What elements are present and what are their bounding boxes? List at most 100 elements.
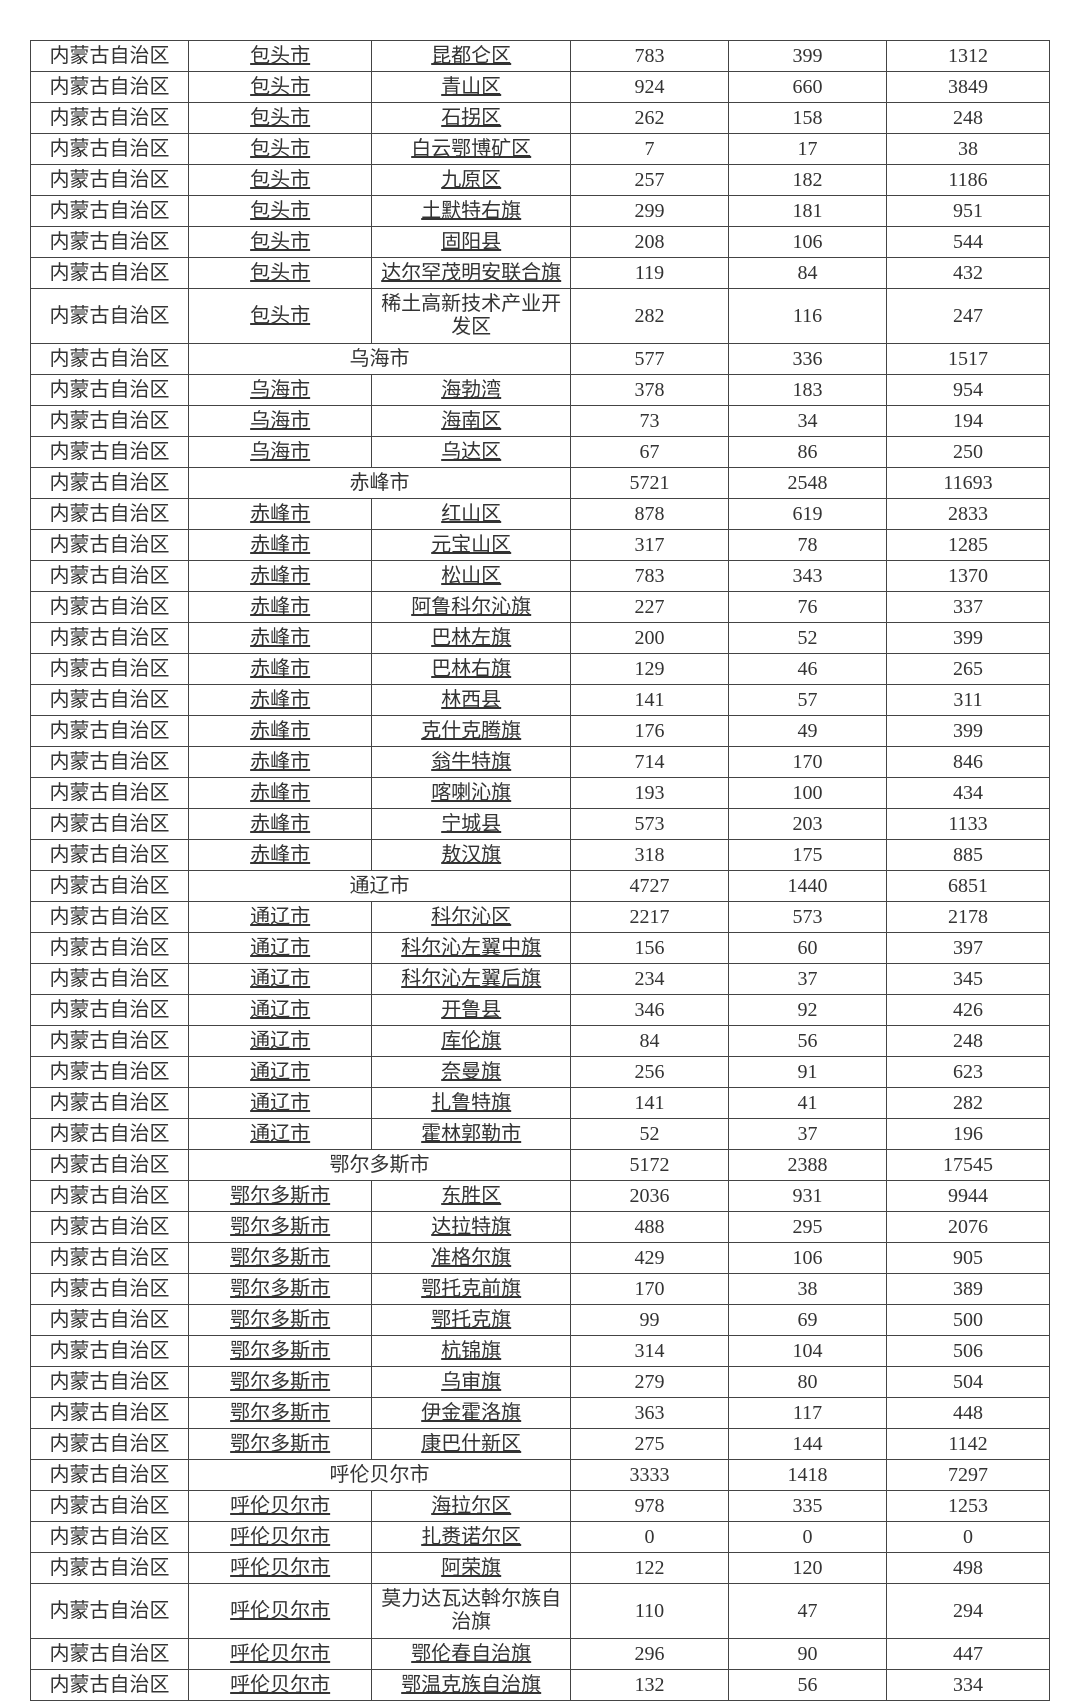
city-cell[interactable]: 乌海市 — [188, 437, 371, 468]
district-cell[interactable]: 东胜区 — [372, 1181, 571, 1212]
city-cell[interactable]: 鄂尔多斯市 — [188, 1305, 371, 1336]
district-cell[interactable]: 固阳县 — [372, 227, 571, 258]
city-cell[interactable]: 包头市 — [188, 103, 371, 134]
city-cell[interactable]: 赤峰市 — [188, 809, 371, 840]
district-cell[interactable]: 巴林左旗 — [372, 623, 571, 654]
city-cell[interactable]: 赤峰市 — [188, 840, 371, 871]
city-cell[interactable]: 鄂尔多斯市 — [188, 1367, 371, 1398]
city-cell[interactable]: 通辽市 — [188, 902, 371, 933]
city-cell[interactable]: 通辽市 — [188, 995, 371, 1026]
city-cell[interactable]: 赤峰市 — [188, 592, 371, 623]
city-cell[interactable]: 赤峰市 — [188, 499, 371, 530]
city-cell[interactable]: 通辽市 — [188, 1088, 371, 1119]
district-cell[interactable]: 翁牛特旗 — [372, 747, 571, 778]
city-cell[interactable]: 赤峰市 — [188, 654, 371, 685]
city-cell[interactable]: 赤峰市 — [188, 685, 371, 716]
district-cell[interactable]: 伊金霍洛旗 — [372, 1398, 571, 1429]
value-cell-1: 0 — [571, 1522, 729, 1553]
city-cell[interactable]: 呼伦贝尔市 — [188, 1584, 371, 1639]
district-cell[interactable]: 昆都仑区 — [372, 41, 571, 72]
city-cell[interactable]: 呼伦贝尔市 — [188, 1553, 371, 1584]
district-cell[interactable]: 宁城县 — [372, 809, 571, 840]
district-cell[interactable]: 鄂托克旗 — [372, 1305, 571, 1336]
district-cell[interactable]: 青山区 — [372, 72, 571, 103]
city-cell[interactable]: 赤峰市 — [188, 747, 371, 778]
city-cell[interactable]: 鄂尔多斯市 — [188, 1398, 371, 1429]
district-cell[interactable]: 稀土高新技术产业开发区 — [372, 289, 571, 344]
district-cell[interactable]: 科尔沁左翼中旗 — [372, 933, 571, 964]
city-cell[interactable]: 鄂尔多斯市 — [188, 1429, 371, 1460]
city-cell[interactable]: 鄂尔多斯市 — [188, 1336, 371, 1367]
district-cell[interactable]: 海拉尔区 — [372, 1491, 571, 1522]
district-cell[interactable]: 白云鄂博矿区 — [372, 134, 571, 165]
city-cell[interactable]: 包头市 — [188, 289, 371, 344]
city-cell[interactable]: 赤峰市 — [188, 716, 371, 747]
province-cell: 内蒙古自治区 — [31, 685, 189, 716]
district-cell[interactable]: 准格尔旗 — [372, 1243, 571, 1274]
district-cell[interactable]: 库伦旗 — [372, 1026, 571, 1057]
district-cell[interactable]: 达尔罕茂明安联合旗 — [372, 258, 571, 289]
city-cell[interactable]: 包头市 — [188, 165, 371, 196]
city-cell[interactable]: 包头市 — [188, 41, 371, 72]
city-cell[interactable]: 呼伦贝尔市 — [188, 1491, 371, 1522]
district-cell[interactable]: 海南区 — [372, 406, 571, 437]
city-cell[interactable]: 鄂尔多斯市 — [188, 1212, 371, 1243]
district-cell[interactable]: 科尔沁左翼后旗 — [372, 964, 571, 995]
district-cell[interactable]: 阿鲁科尔沁旗 — [372, 592, 571, 623]
district-cell[interactable]: 松山区 — [372, 561, 571, 592]
district-cell[interactable]: 扎赉诺尔区 — [372, 1522, 571, 1553]
value-cell-1: 170 — [571, 1274, 729, 1305]
district-cell[interactable]: 乌审旗 — [372, 1367, 571, 1398]
city-cell[interactable]: 赤峰市 — [188, 623, 371, 654]
district-cell[interactable]: 杭锦旗 — [372, 1336, 571, 1367]
city-cell[interactable]: 通辽市 — [188, 1026, 371, 1057]
city-cell[interactable]: 鄂尔多斯市 — [188, 1274, 371, 1305]
district-cell[interactable]: 石拐区 — [372, 103, 571, 134]
district-cell[interactable]: 敖汉旗 — [372, 840, 571, 871]
district-cell[interactable]: 鄂托克前旗 — [372, 1274, 571, 1305]
district-cell[interactable]: 元宝山区 — [372, 530, 571, 561]
district-cell[interactable]: 扎鲁特旗 — [372, 1088, 571, 1119]
district-cell[interactable]: 阿荣旗 — [372, 1553, 571, 1584]
city-cell[interactable]: 包头市 — [188, 72, 371, 103]
district-cell[interactable]: 红山区 — [372, 499, 571, 530]
district-cell[interactable]: 喀喇沁旗 — [372, 778, 571, 809]
city-cell[interactable]: 鄂尔多斯市 — [188, 1243, 371, 1274]
district-cell[interactable]: 林西县 — [372, 685, 571, 716]
district-cell[interactable]: 康巴什新区 — [372, 1429, 571, 1460]
district-cell[interactable]: 乌达区 — [372, 437, 571, 468]
value-cell-1: 141 — [571, 685, 729, 716]
district-cell[interactable]: 莫力达瓦达斡尔族自治旗 — [372, 1584, 571, 1639]
city-cell[interactable]: 通辽市 — [188, 933, 371, 964]
district-cell[interactable]: 达拉特旗 — [372, 1212, 571, 1243]
city-cell[interactable]: 乌海市 — [188, 375, 371, 406]
city-cell[interactable]: 通辽市 — [188, 964, 371, 995]
district-cell[interactable]: 霍林郭勒市 — [372, 1119, 571, 1150]
city-cell[interactable]: 赤峰市 — [188, 561, 371, 592]
city-cell[interactable]: 呼伦贝尔市 — [188, 1639, 371, 1670]
city-cell[interactable]: 通辽市 — [188, 1057, 371, 1088]
district-cell[interactable]: 海勃湾 — [372, 375, 571, 406]
district-cell[interactable]: 开鲁县 — [372, 995, 571, 1026]
city-cell[interactable]: 赤峰市 — [188, 778, 371, 809]
district-cell[interactable]: 奈曼旗 — [372, 1057, 571, 1088]
city-cell[interactable]: 乌海市 — [188, 406, 371, 437]
district-cell[interactable]: 科尔沁区 — [372, 902, 571, 933]
table-row: 内蒙古自治区通辽市科尔沁区22175732178 — [31, 902, 1050, 933]
city-cell[interactable]: 呼伦贝尔市 — [188, 1670, 371, 1701]
city-cell[interactable]: 包头市 — [188, 227, 371, 258]
city-cell[interactable]: 包头市 — [188, 196, 371, 227]
city-cell[interactable]: 包头市 — [188, 258, 371, 289]
city-cell[interactable]: 包头市 — [188, 134, 371, 165]
city-cell[interactable]: 鄂尔多斯市 — [188, 1181, 371, 1212]
city-cell[interactable]: 通辽市 — [188, 1119, 371, 1150]
district-cell[interactable]: 九原区 — [372, 165, 571, 196]
province-cell: 内蒙古自治区 — [31, 289, 189, 344]
district-cell[interactable]: 巴林右旗 — [372, 654, 571, 685]
city-cell[interactable]: 赤峰市 — [188, 530, 371, 561]
district-cell[interactable]: 土默特右旗 — [372, 196, 571, 227]
district-cell[interactable]: 克什克腾旗 — [372, 716, 571, 747]
city-cell[interactable]: 呼伦贝尔市 — [188, 1522, 371, 1553]
district-cell[interactable]: 鄂温克族自治旗 — [372, 1670, 571, 1701]
district-cell[interactable]: 鄂伦春自治旗 — [372, 1639, 571, 1670]
